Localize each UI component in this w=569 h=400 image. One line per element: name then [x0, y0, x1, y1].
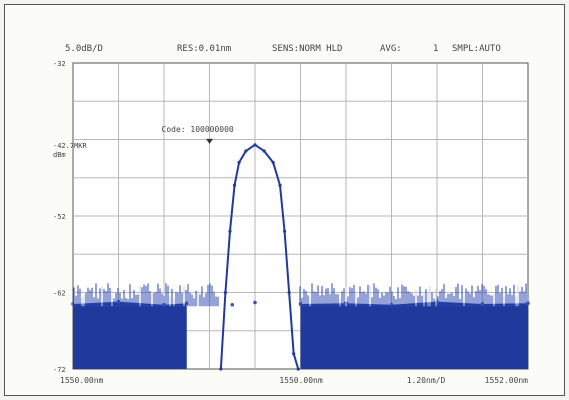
noise-fill [73, 301, 187, 369]
noise-floor [71, 283, 530, 369]
x-tick-label: 1.20nm/D [407, 376, 446, 385]
noise-point [253, 300, 257, 305]
peak-trace [219, 143, 300, 371]
peak-point [296, 367, 300, 371]
y-tick-label: -62 [53, 290, 66, 298]
spectrum-chart: 5.0dB/D RES:0.01nm SENS:NORM HLD AVG: 1 … [53, 44, 530, 385]
peak-point [237, 160, 241, 165]
header-sampling: SMPL:AUTO [452, 44, 501, 54]
header-average-value: 1 [433, 44, 438, 54]
x-tick-label: 1552.00nm [485, 376, 529, 385]
peak-point [271, 160, 275, 165]
peak-line [219, 143, 300, 370]
x-tick-label: 1550.00nm [279, 376, 323, 385]
header-sensitivity: SENS:NORM HLD [272, 44, 342, 54]
header-resolution: RES:0.01nm [177, 44, 231, 54]
peak-point [228, 229, 232, 233]
peak-point [278, 183, 282, 187]
header-average-label: AVG: [380, 44, 402, 54]
peak-point [253, 143, 257, 147]
peak-point [282, 229, 287, 233]
noise-point [230, 302, 235, 307]
peak-point [223, 290, 228, 295]
chart-frame: 5.0dB/D RES:0.01nm SENS:NORM HLD AVG: 1 … [4, 4, 565, 396]
y-tick-label: -52 [53, 213, 66, 221]
x-tick-label: 1550.00nm [60, 376, 104, 385]
peak-point [244, 149, 248, 153]
axis-ticks: -32 -42.7MKR dBm -52 -62 -72 1550.00nm 1550.00n… [53, 60, 528, 385]
peak-point [292, 352, 296, 356]
header: 5.0dB/D RES:0.01nm SENS:NORM HLD AVG: 1 … [65, 44, 501, 54]
peak-point [232, 183, 237, 187]
peak-point [219, 367, 223, 371]
y-tick-label: -72 [53, 366, 66, 374]
y-tick-label: -42.7MKR dBm [53, 142, 88, 159]
marker-group: Code: 100000000 [162, 125, 234, 144]
peak-point [262, 149, 266, 153]
marker-label: Code: 100000000 [162, 125, 234, 134]
noise-fill [300, 301, 528, 369]
peak-point [287, 290, 291, 295]
header-scale: 5.0dB/D [65, 44, 103, 54]
marker-triangle-icon [206, 138, 213, 144]
y-tick-label: -32 [53, 60, 66, 68]
noise-point [526, 301, 530, 306]
